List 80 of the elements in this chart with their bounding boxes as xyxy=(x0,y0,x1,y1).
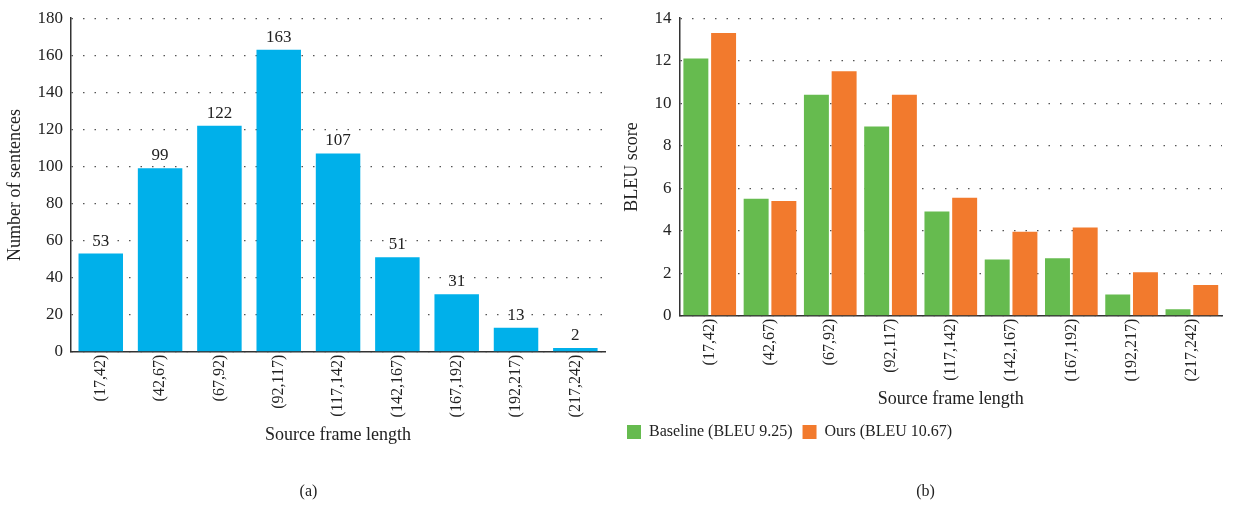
bar xyxy=(1072,227,1098,316)
y-tick-label: 14 xyxy=(654,7,673,27)
bar xyxy=(1165,309,1191,316)
bar xyxy=(952,197,978,316)
bar xyxy=(197,125,242,352)
bar xyxy=(864,126,890,316)
y-axis-title: Number of sentences xyxy=(3,109,24,261)
data-label: 31 xyxy=(448,271,466,291)
x-tick-label: (117,142) xyxy=(328,354,347,417)
y-tick-label: 12 xyxy=(654,50,672,70)
x-tick-label: (167,192) xyxy=(1061,318,1080,382)
y-tick-label: 20 xyxy=(46,304,64,324)
y-tick-label: 180 xyxy=(37,7,64,27)
bar xyxy=(434,294,479,352)
text: (b) xyxy=(915,482,936,500)
x-tick-label: (192,217) xyxy=(1121,318,1140,382)
bar xyxy=(711,33,737,316)
bar xyxy=(553,348,598,352)
data-label: 2 xyxy=(571,325,580,345)
bar xyxy=(683,58,709,316)
x-tick-label: (217,242) xyxy=(1182,318,1201,382)
bar xyxy=(1012,231,1038,316)
bar xyxy=(1105,294,1131,316)
x-axis-title: Source frame length xyxy=(265,423,412,444)
legend-label: Baseline (BLEU 9.25) xyxy=(649,422,793,441)
data-label: 53 xyxy=(92,230,110,250)
x-tick-label: (92,117) xyxy=(268,354,287,409)
data-label: 107 xyxy=(325,130,352,150)
bar xyxy=(78,253,124,352)
y-tick-label: 8 xyxy=(663,135,672,155)
data-label: 99 xyxy=(151,145,169,165)
bar xyxy=(315,153,361,352)
bar xyxy=(924,211,950,316)
y-tick-label: 10 xyxy=(654,92,672,112)
y-tick-label: 140 xyxy=(37,81,64,101)
bar xyxy=(1132,272,1158,316)
x-tick-label: (217,242) xyxy=(565,354,584,418)
y-tick-label: 60 xyxy=(46,230,64,250)
y-tick-label: 160 xyxy=(37,44,64,64)
bar xyxy=(1045,258,1070,316)
x-tick-label: (42,67) xyxy=(150,354,169,402)
y-tick-label: 100 xyxy=(37,155,64,175)
data-label: 163 xyxy=(265,26,292,46)
bar xyxy=(375,257,420,352)
y-tick-label: 120 xyxy=(37,118,64,138)
x-tick-label: (67,92) xyxy=(209,354,228,402)
x-axis-title: Source frame length xyxy=(877,387,1024,408)
bar xyxy=(984,259,1010,316)
bar xyxy=(831,71,857,316)
y-tick-label: 0 xyxy=(54,341,64,361)
y-tick-label: 0 xyxy=(663,305,672,325)
x-tick-label: (17,42) xyxy=(90,354,109,402)
bar xyxy=(137,168,183,352)
x-tick-label: (67,92) xyxy=(820,318,839,366)
legend-label: Ours (BLEU 10.67) xyxy=(824,422,953,441)
bar xyxy=(493,327,539,352)
x-tick-label: (142,167) xyxy=(1001,318,1020,382)
x-tick-label: (142,167) xyxy=(387,354,406,418)
y-tick-label: 4 xyxy=(663,220,673,240)
text: (a) xyxy=(298,482,319,500)
bar xyxy=(771,200,797,316)
data-label: 122 xyxy=(206,102,233,122)
y-axis-title: BLEU score xyxy=(620,122,641,212)
y-tick-label: 80 xyxy=(46,192,64,212)
data-label: 51 xyxy=(388,234,406,254)
data-label: 13 xyxy=(507,304,525,324)
x-tick-label: (92,117) xyxy=(880,318,899,373)
bar xyxy=(256,49,301,352)
bar xyxy=(891,94,917,316)
x-tick-label: (42,67) xyxy=(760,318,779,366)
x-tick-label: (167,192) xyxy=(446,354,465,418)
x-tick-label: (117,142) xyxy=(941,318,959,381)
y-tick-label: 6 xyxy=(663,177,672,197)
bar xyxy=(743,198,769,316)
x-tick-label: (17,42) xyxy=(699,318,718,366)
bar xyxy=(1193,284,1219,316)
x-tick-label: (192,217) xyxy=(506,354,525,418)
y-tick-label: 40 xyxy=(46,267,64,287)
bar xyxy=(803,94,829,316)
y-tick-label: 2 xyxy=(663,262,672,282)
